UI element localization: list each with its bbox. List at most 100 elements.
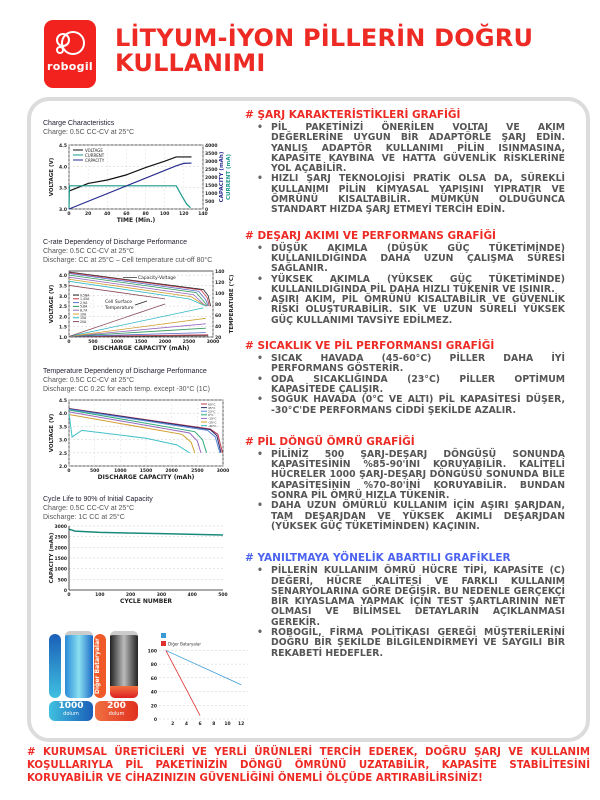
x-tick-label: 60 bbox=[123, 211, 129, 217]
y-tick-label: 2.5 bbox=[59, 451, 67, 457]
content-card: Charge Characteristics Charge: 0.5C CC-C… bbox=[27, 97, 590, 742]
x-tick-label: 10 bbox=[224, 721, 230, 725]
battery-ours-icon bbox=[65, 631, 93, 698]
voltage-line bbox=[68, 274, 208, 307]
chart-plot: 1.0 1.5 2.0 2.5 3.0 3.5 4.0 0 500 1000 1500 2000 250… bbox=[49, 269, 235, 352]
chart-title: Temperature Dependency of Discharge Perf… bbox=[43, 368, 207, 375]
series-line bbox=[165, 650, 242, 686]
x-tick-label: 3000 bbox=[217, 468, 230, 474]
series-line bbox=[68, 162, 192, 210]
chart-title: Cycle Life to 90% of Initial Capacity bbox=[43, 496, 153, 503]
footer-message: # KURUMSAL ÜRETİCİLERİ VE YERLİ ÜRÜNLERİ… bbox=[27, 747, 590, 784]
y2-tick-label: 1000 bbox=[205, 191, 218, 197]
x-tick-label: 100 bbox=[160, 211, 169, 217]
x-tick-label: 500 bbox=[218, 592, 227, 598]
y2-tick-label: 20 bbox=[215, 335, 221, 341]
battery-other-icon bbox=[110, 631, 138, 698]
annotation-arrow bbox=[134, 300, 148, 306]
section-misleading-graphs: # YANILTMAYA YÖNELİK ABARTILI GRAFİKLER … bbox=[245, 552, 565, 659]
x-tick-label: 6 bbox=[199, 721, 202, 725]
x-tick-label: 8 bbox=[212, 721, 215, 725]
voltage-line bbox=[68, 285, 166, 300]
legend-label: -10°C bbox=[208, 417, 217, 421]
y-tick-label: 2.5 bbox=[59, 304, 67, 310]
y-tick-label: 2.0 bbox=[59, 464, 67, 470]
x-tick-label: 140 bbox=[198, 211, 207, 217]
y2-tick-label: 3500 bbox=[205, 151, 218, 157]
legend-label: 15A bbox=[80, 316, 87, 320]
series-line bbox=[68, 413, 190, 454]
list-item: DÜŞÜK AKIMLA (DÜŞÜK GÜÇ TÜKETİMİNDE) KUL… bbox=[257, 243, 565, 275]
y-tick-label: 4.0 bbox=[59, 164, 67, 170]
y-tick-label: 4.0 bbox=[59, 273, 67, 279]
y2-tick-label: 80 bbox=[215, 302, 221, 308]
ours-count: 1000 bbox=[58, 701, 84, 711]
voltage-line bbox=[68, 280, 206, 307]
series-line bbox=[68, 528, 224, 536]
x-tick-label: 400 bbox=[187, 592, 196, 598]
temperature-line bbox=[68, 327, 206, 337]
list-item: ODA SICAKLIĞINDA (23°C) PİLLER OPTİMUM K… bbox=[257, 374, 565, 396]
ours-unit: dolum bbox=[63, 711, 79, 717]
legend-label: 0°C bbox=[208, 413, 214, 417]
y-tick-label: 500 bbox=[58, 577, 67, 583]
y2-tick-label: 2000 bbox=[205, 175, 218, 181]
y2-tick-label: 40 bbox=[215, 324, 221, 330]
voltage-line bbox=[68, 273, 209, 307]
series-line bbox=[68, 411, 202, 453]
temperature-line bbox=[68, 323, 206, 337]
series-line bbox=[68, 156, 192, 192]
chart-subtitle: Charge: 0.5C CC-CV at 25°C bbox=[43, 377, 135, 384]
y-tick-label: 80 bbox=[151, 662, 157, 668]
y-tick-label: 20 bbox=[151, 703, 157, 709]
x-tick-label: 2 bbox=[171, 721, 174, 725]
x-tick-label: 100 bbox=[95, 592, 104, 598]
y-axis-label: VOLTAGE (V) bbox=[49, 284, 55, 323]
y-tick-label: 3.5 bbox=[59, 283, 67, 289]
x-tick-label: 80 bbox=[142, 211, 148, 217]
temperature-line bbox=[68, 332, 206, 337]
section-title: # DEŞARJ AKIMI VE PERFORMANS GRAFİĞİ bbox=[245, 229, 496, 242]
x-tick-label: 12 bbox=[238, 721, 244, 725]
y2-tick-label: 100 bbox=[215, 291, 224, 297]
x-tick-label: 1500 bbox=[140, 468, 153, 474]
annotation: Capacity-Voltage bbox=[138, 275, 176, 281]
legend-label: 10A bbox=[80, 312, 87, 316]
plot-frame bbox=[68, 144, 204, 210]
section-title: # PİL DÖNGÜ ÖMRÜ GRAFİĞİ bbox=[245, 435, 415, 448]
chart-subtitle: Charge: 0.5C CC-CV at 25°C bbox=[43, 129, 135, 136]
section-title: # YANILTMAYA YÖNELİK ABARTILI GRAFİKLER bbox=[245, 552, 511, 565]
legend-label: CAPACITY bbox=[85, 158, 105, 163]
legend-label: 1,45A bbox=[80, 297, 90, 301]
x-tick-label: 1000 bbox=[111, 339, 124, 345]
robogil-logo: robogil bbox=[44, 20, 96, 88]
y-axis-label: VOLTAGE (V) bbox=[49, 413, 55, 452]
y2-tick-label: 1500 bbox=[205, 183, 218, 189]
chart-title: Charge Characteristics bbox=[43, 120, 115, 127]
x-axis-label: TIME (Min.) bbox=[117, 217, 156, 224]
other-count: 200 bbox=[107, 701, 126, 711]
legend-label: -20°C bbox=[208, 420, 217, 424]
voltage-line bbox=[68, 272, 210, 307]
series-line bbox=[68, 408, 222, 453]
y-tick-label: 2500 bbox=[54, 535, 67, 541]
x-axis-label: DISCHARGE CAPACITY (mAh) bbox=[98, 474, 195, 481]
other-unit: dolum bbox=[108, 711, 125, 717]
list-item: YÜKSEK AKIMLA (YÜKSEK GÜÇ TÜKETİMİNDE) K… bbox=[257, 274, 565, 296]
y2-tick-label: 2500 bbox=[205, 167, 218, 173]
y2-axis-label: TEMPERATURE (°C) bbox=[229, 274, 235, 333]
y-tick-label: 3.0 bbox=[59, 207, 67, 213]
temperature-line bbox=[68, 303, 166, 337]
y-tick-label: 2.0 bbox=[59, 314, 67, 320]
x-tick-label: 20 bbox=[85, 211, 91, 217]
annotation: Temperature bbox=[104, 305, 134, 311]
y-tick-label: 4.5 bbox=[59, 398, 67, 404]
annotation: Cell Surface bbox=[105, 299, 132, 305]
title-line-2: KULLANIMI bbox=[115, 49, 266, 77]
x-tick-label: 2500 bbox=[183, 339, 196, 345]
y-axis-label: VOLTAGE (V) bbox=[49, 157, 55, 196]
degradation-mini-chart: 0 20 40 60 80 100 2 4 6 8 10 12 Diğer Bataryalar bbox=[148, 633, 248, 725]
y-tick-label: 1500 bbox=[54, 556, 67, 562]
temperature-line bbox=[68, 307, 204, 337]
y-tick-label: 0 bbox=[64, 588, 67, 594]
